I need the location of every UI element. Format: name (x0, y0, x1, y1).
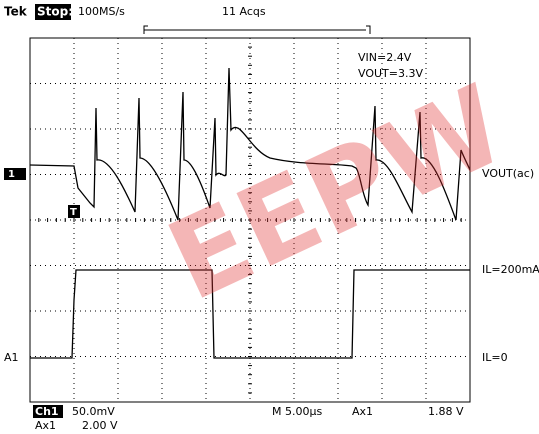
watermark: EEPW (150, 61, 523, 326)
record-bar (144, 26, 370, 34)
ch1-scale: 50.0mV (72, 405, 115, 418)
il-high-label: IL=200mA (482, 263, 539, 276)
trigger-level: 1.88 V (428, 405, 464, 418)
trigger-marker: T (70, 207, 77, 218)
ax1: Ax1 (35, 419, 56, 432)
ax1-scale: 2.00 V (82, 419, 118, 432)
acquisitions: 11 Acqs (222, 5, 266, 18)
scope-screen: Tek Stop: 100MS/s 11 Acqs VIN=2.4V VOUT=… (0, 0, 539, 434)
ch1: Ch1 (35, 405, 59, 418)
status: Stop: (37, 5, 73, 19)
vout-note: VOUT=3.3V (358, 67, 423, 80)
a1-label: A1 (4, 351, 19, 364)
ch1-marker: 1 (8, 169, 15, 180)
il-low-label: IL=0 (482, 351, 508, 364)
trigger-source: Ax1 (352, 405, 373, 418)
timebase: M 5.00µs (272, 405, 322, 418)
brand: Tek (4, 5, 28, 19)
sample-rate: 100MS/s (78, 5, 125, 18)
vin-note: VIN=2.4V (358, 51, 412, 64)
